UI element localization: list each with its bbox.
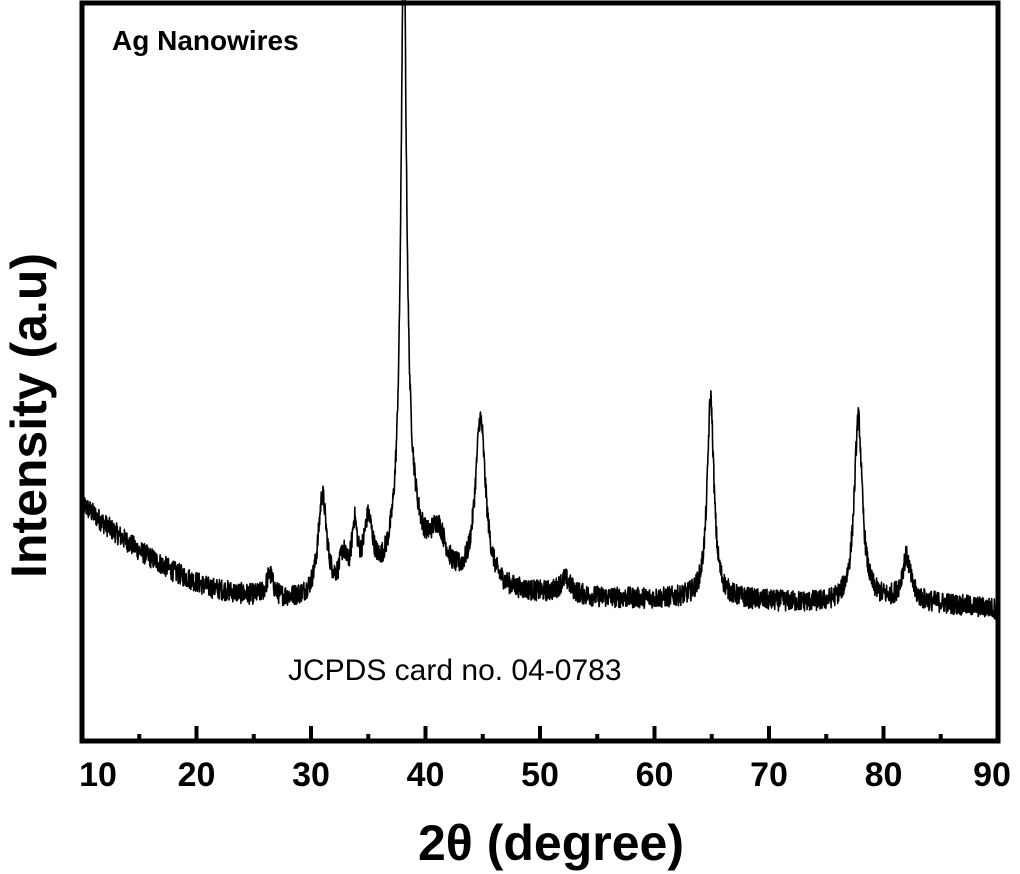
x-tick-label: 70 <box>750 756 788 794</box>
x-tick-label: 40 <box>407 756 445 794</box>
x-axis-label: 2θ (degree) <box>418 815 684 871</box>
xrd-trace <box>81 0 999 620</box>
x-tick-label: 20 <box>178 756 216 794</box>
x-tick-label: 60 <box>636 756 674 794</box>
x-tick-label: 10 <box>79 756 117 794</box>
jcpds-annotation: JCPDS card no. 04-0783 <box>288 654 622 687</box>
x-axis-ticks <box>80 726 1000 741</box>
x-tick-label: 80 <box>865 756 903 794</box>
xrd-pattern-line <box>81 0 999 620</box>
y-axis-label: Intensity (a.u) <box>1 253 57 578</box>
plot-frame <box>79 0 1001 744</box>
x-axis-tick-labels: 10 20 30 40 50 60 70 80 90 <box>79 756 1011 794</box>
x-tick-label: 50 <box>521 756 559 794</box>
x-tick-label: 90 <box>973 756 1011 794</box>
chart-title: Ag Nanowires <box>112 25 299 56</box>
x-tick-label: 30 <box>292 756 330 794</box>
